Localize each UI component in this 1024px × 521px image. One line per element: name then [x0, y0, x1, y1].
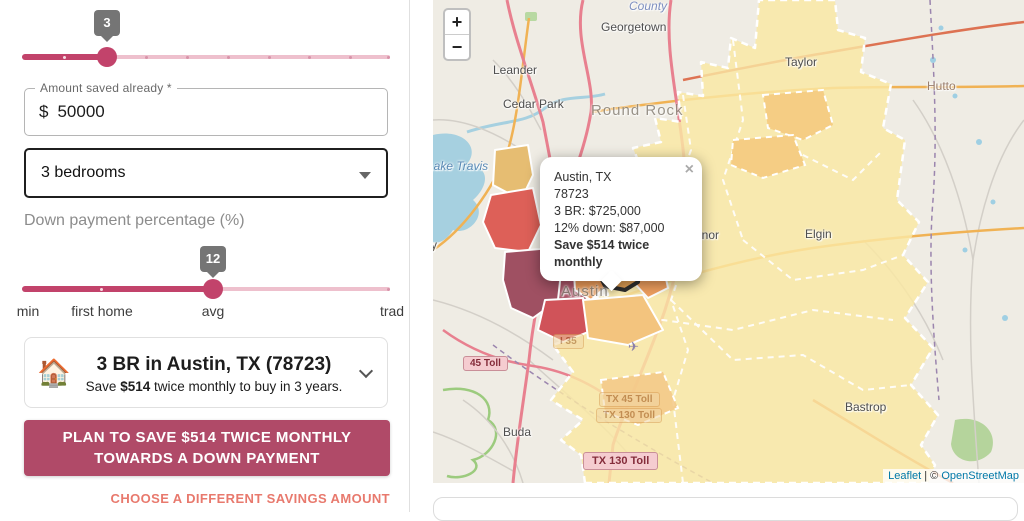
- popup-zip: 78723: [554, 187, 589, 201]
- popup-city: Austin, TX: [554, 170, 612, 184]
- panel-divider: [409, 0, 410, 512]
- leaflet-link[interactable]: Leaflet: [888, 470, 922, 482]
- lake-travis-water: [433, 25, 1008, 321]
- leaflet-map[interactable]: County Georgetown Leander Cedar Park Rou…: [433, 0, 1024, 483]
- slider-mark: [227, 56, 230, 59]
- down-payment-slider-track[interactable]: [22, 286, 213, 292]
- slider-mark: [63, 56, 66, 59]
- georgetown-label: Georgetown: [601, 20, 667, 34]
- slider-mark: [349, 56, 352, 59]
- slider-mark: [100, 288, 103, 291]
- badge-i35: I 35: [553, 334, 584, 349]
- years-slider[interactable]: [22, 55, 390, 59]
- mark-label-first-home: first home: [71, 303, 133, 319]
- amount-saved-field[interactable]: Amount saved already * $ 50000: [24, 81, 388, 136]
- slider-mark: [387, 288, 390, 291]
- years-value-tooltip: 3: [94, 10, 120, 36]
- slider-mark: [387, 56, 390, 59]
- map-popup: × Austin, TX 78723 3 BR: $725,000 12% do…: [540, 157, 702, 292]
- badge-tx45-toll: TX 45 Toll: [599, 392, 660, 407]
- badge-tx130-toll: TX 130 Toll: [583, 452, 659, 470]
- leander-label: Leander: [493, 63, 538, 77]
- hutto-label: Hutto: [927, 79, 956, 93]
- mark-label-trad: trad: [379, 303, 405, 319]
- slider-mark: [145, 56, 148, 59]
- plan-subtitle: Save $514 twice monthly to buy in 3 year…: [85, 378, 343, 394]
- plan-title: 3 BR in Austin, TX (78723): [96, 353, 332, 375]
- popup-down-payment: 12% down: $87,000: [554, 221, 665, 235]
- slider-mark: [268, 56, 271, 59]
- years-slider-thumb[interactable]: [97, 47, 117, 67]
- round-rock-label: Round Rock: [591, 102, 684, 119]
- currency-prefix: $: [39, 102, 49, 121]
- popup-savings: Save $514 twice monthly: [554, 238, 650, 269]
- map-canvas[interactable]: [433, 0, 1024, 483]
- osm-link[interactable]: OpenStreetMap: [941, 470, 1019, 482]
- bastrop-label: Bastrop: [845, 400, 887, 414]
- amount-saved-label: Amount saved already *: [35, 81, 177, 95]
- lakeway-partial-label: y: [433, 238, 437, 252]
- down-payment-label: Down payment percentage (%): [24, 212, 245, 229]
- expand-chevron-icon[interactable]: [345, 363, 387, 378]
- badge-tx130-toll-faded: TX 130 Toll: [596, 408, 663, 423]
- zoom-in-button[interactable]: +: [451, 12, 463, 32]
- mark-label-min: min: [16, 303, 40, 319]
- map-attribution: Leaflet | © OpenStreetMap: [883, 469, 1024, 483]
- plan-summary-card[interactable]: 🏠 3 BR in Austin, TX (78723) Save $514 t…: [24, 337, 388, 408]
- mark-label-avg: avg: [201, 303, 225, 319]
- results-card-below-map: [433, 497, 1018, 521]
- buda-label: Buda: [503, 425, 532, 439]
- bedrooms-select[interactable]: 3 bedrooms: [24, 148, 388, 198]
- badge-45-toll: 45 Toll: [463, 356, 508, 371]
- map-zoom-control: + −: [443, 8, 471, 61]
- cedar-park-label: Cedar Park: [503, 97, 564, 111]
- airport-icon: ✈: [628, 339, 639, 354]
- elgin-label: Elgin: [805, 227, 832, 241]
- lake-travis-label: Lake Travis: [433, 159, 489, 173]
- bedrooms-selected-value: 3 bedrooms: [41, 164, 126, 181]
- choose-different-amount-link[interactable]: CHOOSE A DIFFERENT SAVINGS AMOUNT: [110, 491, 390, 506]
- house-icon: 🏠: [37, 357, 71, 388]
- popup-price: 3 BR: $725,000: [554, 204, 641, 218]
- slider-mark: [186, 56, 189, 59]
- down-payment-value-tooltip: 12: [200, 246, 226, 272]
- chevron-down-icon: [359, 172, 371, 179]
- settings-panel: 3 Amount saved already * $ 50000 3 bedro…: [0, 0, 410, 512]
- plan-to-save-button[interactable]: PLAN TO SAVE $514 TWICE MONTHLY TOWARDS …: [24, 420, 390, 476]
- taylor-label: Taylor: [785, 55, 818, 69]
- county-label: County: [629, 0, 668, 13]
- popup-close-icon[interactable]: ×: [684, 161, 694, 178]
- amount-saved-value[interactable]: 50000: [57, 102, 105, 121]
- down-payment-slider-thumb[interactable]: [203, 279, 223, 299]
- zoom-out-button[interactable]: −: [451, 37, 463, 57]
- slider-mark: [308, 56, 311, 59]
- austin-label: Austin: [561, 283, 609, 300]
